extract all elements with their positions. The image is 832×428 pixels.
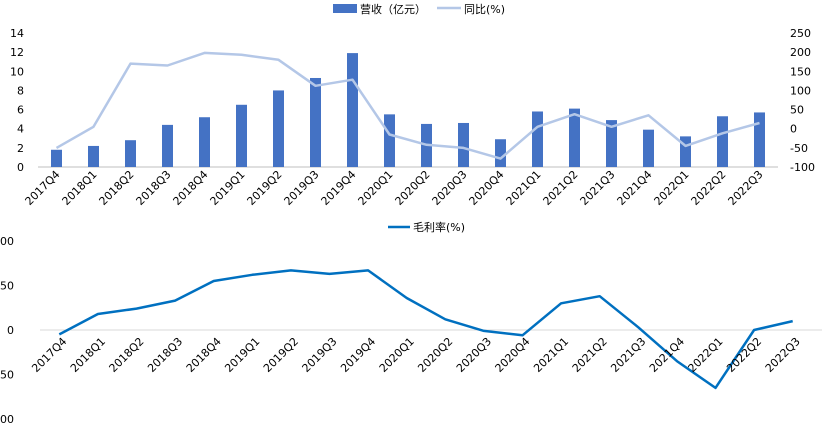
bottom-x-tick-label: 2021Q1	[531, 335, 571, 375]
top-left-tick-label: 12	[10, 46, 24, 59]
top-right-tick-label: -100	[790, 161, 815, 174]
top-x-tick-label: 2018Q1	[60, 168, 100, 208]
revenue-bar	[310, 77, 321, 167]
top-x-tick-label: 2022Q3	[726, 168, 766, 208]
bottom-x-tick-label: 2022Q1	[686, 335, 726, 375]
top-x-tick-label: 2019Q1	[208, 168, 248, 208]
yoy-series-line	[55, 51, 760, 160]
revenue-bar	[88, 145, 99, 167]
revenue-bar	[680, 136, 691, 167]
top-x-tick-label: 2020Q4	[467, 168, 507, 208]
revenue-bar	[717, 116, 728, 167]
bottom-y-tick-label: -50	[0, 369, 14, 382]
top-left-tick-label: 8	[17, 84, 24, 97]
bottom-y-tick-label: -100	[0, 413, 14, 426]
bottom-x-tick-label: 2021Q3	[608, 335, 648, 375]
bottom-x-tick-label: 2018Q2	[107, 335, 147, 375]
revenue-bar	[273, 90, 284, 167]
top-x-tick-label: 2019Q3	[282, 168, 322, 208]
bottom-x-tick-label: 2020Q4	[493, 335, 533, 375]
top-x-tick-label: 2018Q2	[97, 168, 137, 208]
revenue-bar	[199, 117, 210, 167]
bottom-x-tick-label: 2020Q1	[377, 335, 417, 375]
bottom-x-tick-label: 2020Q2	[415, 335, 455, 375]
revenue-bar	[236, 104, 247, 167]
bottom-x-tick-label: 2018Q3	[145, 335, 185, 375]
revenue-bar	[51, 149, 62, 167]
bottom-x-tick-label: 2019Q1	[222, 335, 262, 375]
legend-revenue-swatch	[333, 4, 357, 13]
top-x-tick-label: 2017Q4	[23, 168, 63, 208]
revenue-bar	[347, 53, 358, 167]
bottom-x-tick-label: 2019Q4	[338, 335, 378, 375]
top-x-tick-label: 2018Q3	[134, 168, 174, 208]
bottom-x-tick-label: 2018Q1	[68, 335, 108, 375]
bottom-x-tick-label: 2020Q3	[454, 335, 494, 375]
top-x-tick-label: 2018Q4	[171, 168, 211, 208]
revenue-bar	[532, 111, 543, 167]
top-left-tick-label: 6	[17, 104, 24, 117]
top-x-tick-label: 2022Q1	[652, 168, 692, 208]
revenue-bar	[125, 140, 136, 167]
revenue-bar	[162, 124, 173, 167]
top-x-tick-label: 2021Q2	[541, 168, 581, 208]
legend-revenue-label: 营收（亿元）	[360, 2, 426, 16]
bottom-x-tick-label: 2017Q4	[29, 335, 69, 375]
top-left-tick-label: 2	[17, 142, 24, 155]
top-x-tick-label: 2021Q3	[578, 168, 618, 208]
revenue-bar	[384, 114, 395, 167]
legend-yoy-label: 同比(%)	[464, 3, 505, 16]
top-left-tick-label: 10	[10, 65, 24, 78]
top-x-tick-label: 2021Q4	[615, 168, 655, 208]
revenue-bar	[643, 129, 654, 167]
bottom-y-tick-label: 100	[0, 235, 14, 248]
revenue-bar	[606, 120, 617, 167]
gross-margin-series-line	[58, 269, 793, 390]
revenue-bar	[569, 108, 580, 167]
bottom-x-tick-label: 2021Q2	[570, 335, 610, 375]
bottom-x-tick-label: 2022Q2	[724, 335, 764, 375]
bottom-x-tick-label: 2022Q3	[763, 335, 803, 375]
top-x-tick-label: 2020Q2	[393, 168, 433, 208]
top-right-tick-label: 100	[790, 84, 811, 97]
top-x-tick-label: 2022Q2	[689, 168, 729, 208]
top-right-tick-label: 150	[790, 65, 811, 78]
top-x-tick-label: 2019Q4	[319, 168, 359, 208]
bottom-y-tick-label: 50	[0, 280, 14, 293]
top-x-tick-label: 2020Q1	[356, 168, 396, 208]
top-x-tick-label: 2021Q1	[504, 168, 544, 208]
top-x-tick-label: 2019Q2	[245, 168, 285, 208]
top-left-tick-label: 0	[17, 161, 24, 174]
top-right-tick-label: 50	[790, 104, 804, 117]
top-right-tick-label: -50	[790, 142, 808, 155]
bottom-x-tick-label: 2019Q2	[261, 335, 301, 375]
revenue-bar	[754, 112, 765, 167]
bottom-x-tick-label: 2018Q4	[184, 335, 224, 375]
bottom-x-tick-label: 2019Q3	[300, 335, 340, 375]
top-right-tick-label: 200	[790, 46, 811, 59]
revenue-bar	[458, 122, 469, 167]
top-left-tick-label: 4	[17, 123, 24, 136]
bottom-y-tick-label: 0	[7, 324, 14, 337]
revenue-bar	[495, 139, 506, 167]
top-right-tick-label: 250	[790, 27, 811, 40]
top-right-tick-label: 0	[790, 123, 797, 136]
top-x-tick-label: 2020Q3	[430, 168, 470, 208]
top-left-tick-label: 14	[10, 27, 24, 40]
legend-margin-label: 毛利率(%)	[413, 220, 465, 234]
